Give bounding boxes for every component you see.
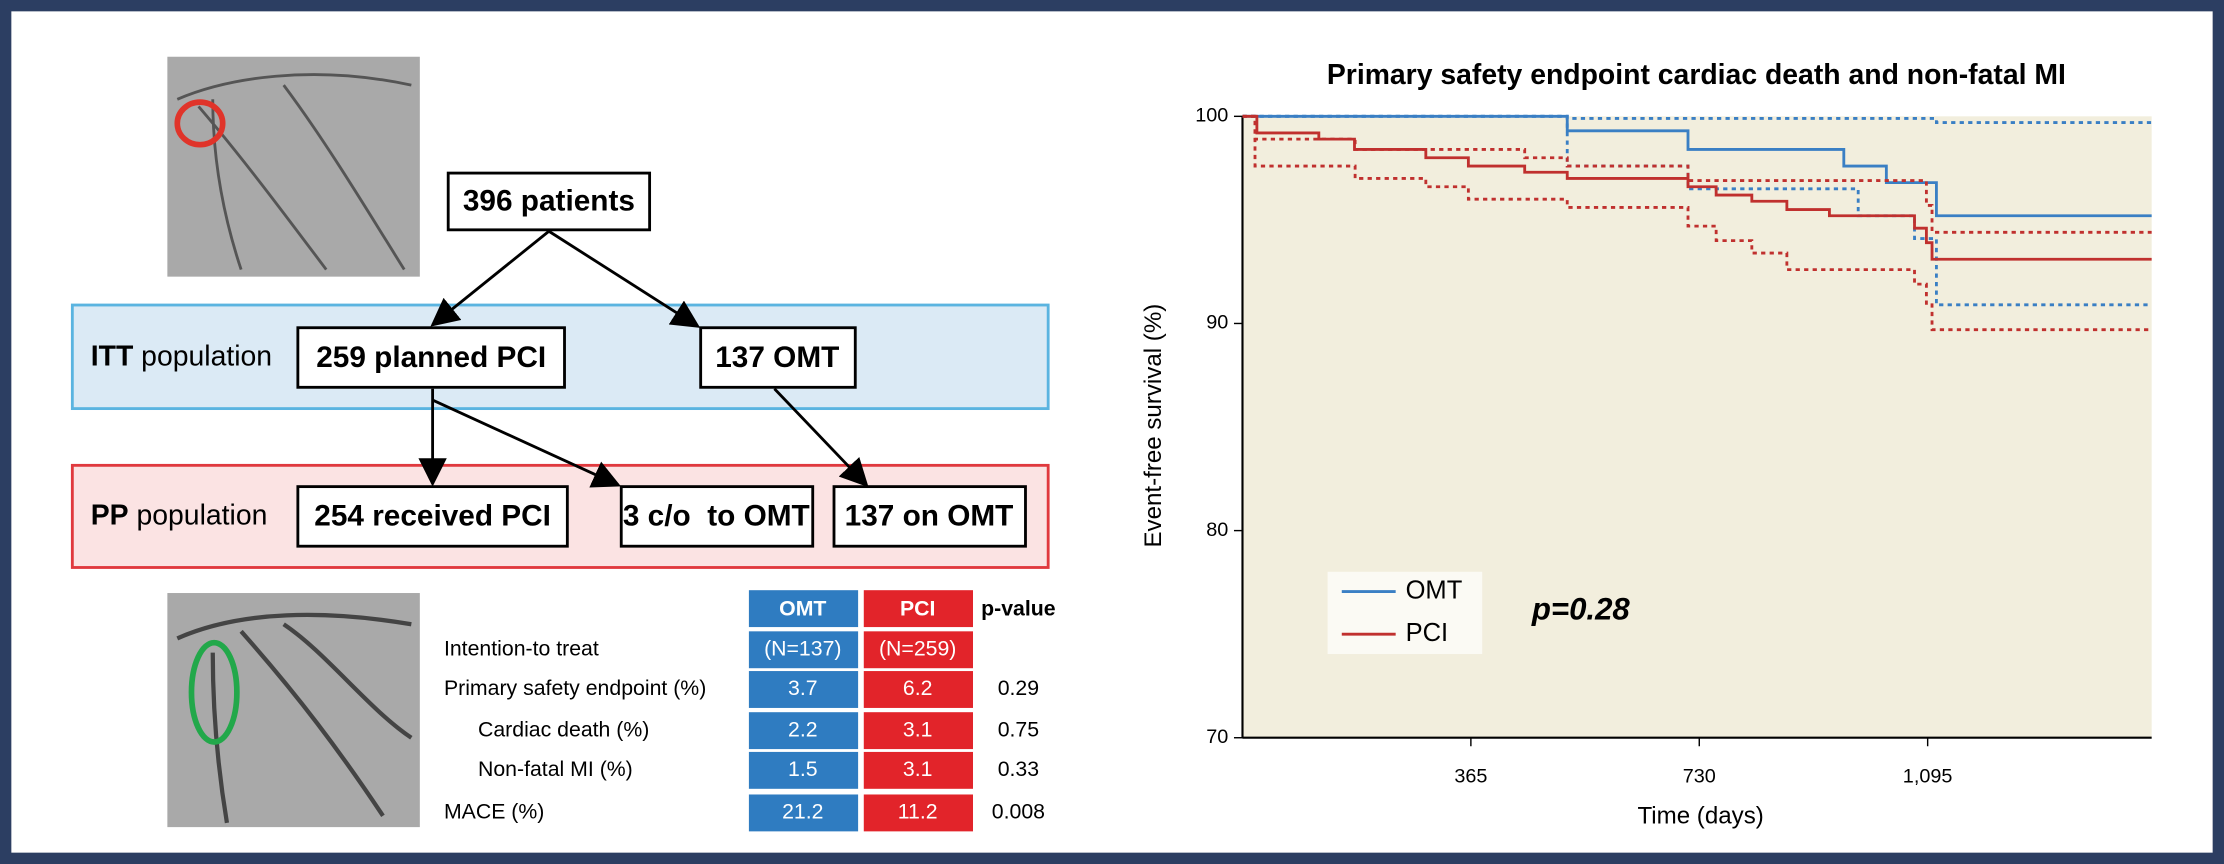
angiogram-top bbox=[167, 56, 420, 277]
cell: 0.29 bbox=[998, 676, 1039, 700]
node-box bbox=[446, 171, 652, 232]
legend-label: OMT bbox=[1406, 576, 1463, 604]
confidence-band bbox=[1242, 114, 2152, 234]
node-itt: 259 planned PCI bbox=[316, 341, 546, 374]
itt-text: population bbox=[141, 340, 272, 372]
x-tick-label: 730 bbox=[1683, 766, 1716, 788]
node-pp: 3 c/o to OMT bbox=[623, 500, 810, 533]
legend-box bbox=[1327, 571, 1483, 655]
table-header: OMT bbox=[779, 597, 826, 621]
cell: 1.5 bbox=[788, 757, 818, 781]
confidence-band bbox=[1242, 114, 2152, 124]
cell: 0.008 bbox=[992, 800, 1045, 824]
pp-label: PP population bbox=[91, 499, 268, 531]
y-axis-label: Event-free survival (%) bbox=[1140, 304, 1167, 548]
y-tick-label: 100 bbox=[1195, 105, 1228, 127]
cell-bg bbox=[863, 671, 973, 708]
cell: (N=137) bbox=[764, 636, 841, 660]
node-pp: 254 received PCI bbox=[314, 500, 551, 533]
x-tick-label: 1,095 bbox=[1903, 766, 1953, 788]
row-label: Primary safety endpoint (%) bbox=[444, 676, 706, 700]
itt-bold: ITT bbox=[91, 340, 134, 372]
node-box bbox=[296, 485, 569, 548]
y-tick-label: 70 bbox=[1206, 726, 1228, 748]
table-header: PCI bbox=[900, 597, 935, 621]
cell: 0.33 bbox=[998, 757, 1039, 781]
cell-bg bbox=[748, 794, 859, 832]
header-cell bbox=[863, 590, 973, 628]
cell-bg bbox=[748, 712, 859, 750]
cell: 21.2 bbox=[782, 800, 823, 824]
x-tick-label: 365 bbox=[1454, 766, 1487, 788]
legend-label: PCI bbox=[1406, 619, 1449, 647]
cell: 0.75 bbox=[998, 717, 1039, 741]
chart-title: Primary safety endpoint cardiac death an… bbox=[1327, 59, 2066, 91]
row-label: Non-fatal MI (%) bbox=[478, 757, 633, 781]
cell: 3.1 bbox=[903, 717, 933, 741]
node-start: 396 patients bbox=[463, 185, 635, 218]
cell-bg bbox=[863, 751, 973, 789]
node-pp: 137 on OMT bbox=[845, 500, 1014, 533]
pp-text: population bbox=[137, 499, 268, 531]
annotation: p=0.28 bbox=[1531, 592, 1631, 627]
cell: 2.2 bbox=[788, 717, 818, 741]
chart: Primary safety endpoint cardiac death an… bbox=[1140, 59, 2152, 830]
header-cell bbox=[748, 590, 859, 628]
cell-bg bbox=[863, 631, 973, 669]
cell: 6.2 bbox=[903, 676, 933, 700]
x-axis-label: Time (days) bbox=[1637, 803, 1763, 830]
table-header: p-value bbox=[981, 597, 1056, 621]
node-box bbox=[699, 326, 857, 389]
survival-line bbox=[1242, 114, 2152, 218]
cell-bg bbox=[748, 751, 859, 789]
cell-bg bbox=[748, 671, 859, 708]
cell: (N=259) bbox=[879, 636, 956, 660]
cell: 3.7 bbox=[788, 676, 818, 700]
angiogram-bottom bbox=[167, 593, 420, 828]
node-box bbox=[832, 485, 1027, 548]
table: Intention-to treat (N=137) (N=259) Primary … bbox=[444, 631, 1045, 832]
arrows bbox=[418, 230, 869, 488]
node-box bbox=[296, 326, 566, 389]
cell: 3.1 bbox=[903, 757, 933, 781]
cell-bg bbox=[863, 712, 973, 750]
cell-bg bbox=[863, 794, 973, 832]
node-itt: 137 OMT bbox=[715, 341, 839, 374]
cell: 11.2 bbox=[898, 800, 938, 824]
itt-label: ITT population bbox=[91, 340, 272, 372]
survival-line bbox=[1242, 114, 2152, 261]
cell-bg bbox=[748, 631, 859, 669]
y-tick-label: 90 bbox=[1206, 312, 1228, 334]
pp-bold: PP bbox=[91, 499, 129, 531]
row-label: Cardiac death (%) bbox=[478, 717, 649, 741]
row-label: Intention-to treat bbox=[444, 636, 599, 660]
y-tick-label: 80 bbox=[1206, 519, 1228, 541]
node-box bbox=[619, 485, 815, 548]
row-label: MACE (%) bbox=[444, 800, 544, 824]
